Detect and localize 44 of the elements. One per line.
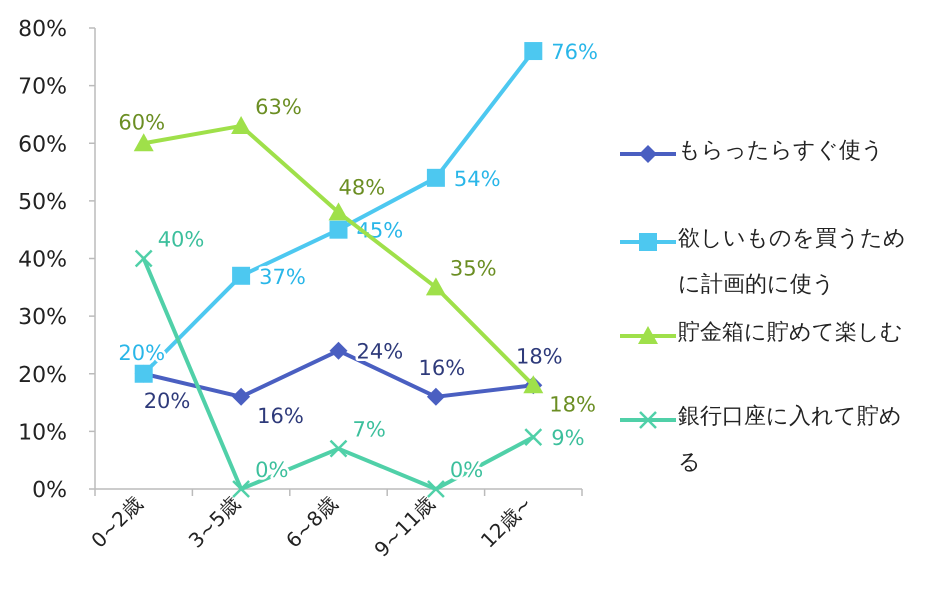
y-tick-label: 70% bbox=[18, 74, 67, 100]
data-label: 35% bbox=[450, 256, 497, 280]
point bbox=[426, 277, 446, 296]
data-label: 63% bbox=[255, 94, 302, 119]
y-tick-label: 80% bbox=[18, 17, 67, 42]
point bbox=[524, 428, 543, 446]
data-label: 48% bbox=[338, 175, 386, 200]
y-tick-label: 30% bbox=[18, 305, 67, 330]
data-label: 7% bbox=[352, 418, 386, 442]
point bbox=[330, 342, 348, 360]
data-label: 20% bbox=[144, 388, 190, 413]
point bbox=[232, 266, 250, 285]
data-label: 60% bbox=[118, 110, 166, 134]
data-label: 54% bbox=[454, 166, 501, 191]
data-label: 9% bbox=[551, 426, 585, 450]
point bbox=[134, 133, 154, 152]
y-tick-label: 10% bbox=[18, 420, 67, 446]
point bbox=[330, 220, 348, 239]
legend-label: 貯金箱に貯めて楽しむ bbox=[678, 319, 903, 347]
data-label: 18% bbox=[549, 392, 596, 416]
y-tick-label: 20% bbox=[18, 362, 67, 388]
point bbox=[134, 249, 153, 268]
y-tick-label: 0% bbox=[32, 478, 67, 503]
point bbox=[426, 388, 445, 406]
y-tick-label: 60% bbox=[18, 132, 67, 158]
point bbox=[231, 116, 252, 134]
data-label: 24% bbox=[356, 340, 404, 364]
point bbox=[524, 42, 542, 60]
y-tick-label: 50% bbox=[18, 190, 67, 215]
data-label: 40% bbox=[158, 228, 204, 252]
legend-label: もらったらすぐ使う bbox=[678, 137, 884, 165]
x-tick-label: 12歳~ bbox=[476, 492, 537, 553]
point bbox=[329, 439, 348, 458]
point bbox=[426, 168, 445, 187]
point bbox=[232, 388, 250, 406]
data-label: 16% bbox=[418, 356, 466, 380]
y-tick-label: 40% bbox=[18, 248, 67, 272]
data-label: 76% bbox=[551, 40, 598, 64]
data-label: 20% bbox=[118, 340, 166, 365]
data-label: 37% bbox=[259, 264, 306, 289]
data-label: 18% bbox=[516, 344, 563, 368]
legend-label: 銀行口座に入れて貯める bbox=[678, 403, 903, 477]
data-label: 16% bbox=[257, 404, 304, 428]
legend-label: 欲しいものを買うために計画的に使う bbox=[678, 225, 907, 299]
